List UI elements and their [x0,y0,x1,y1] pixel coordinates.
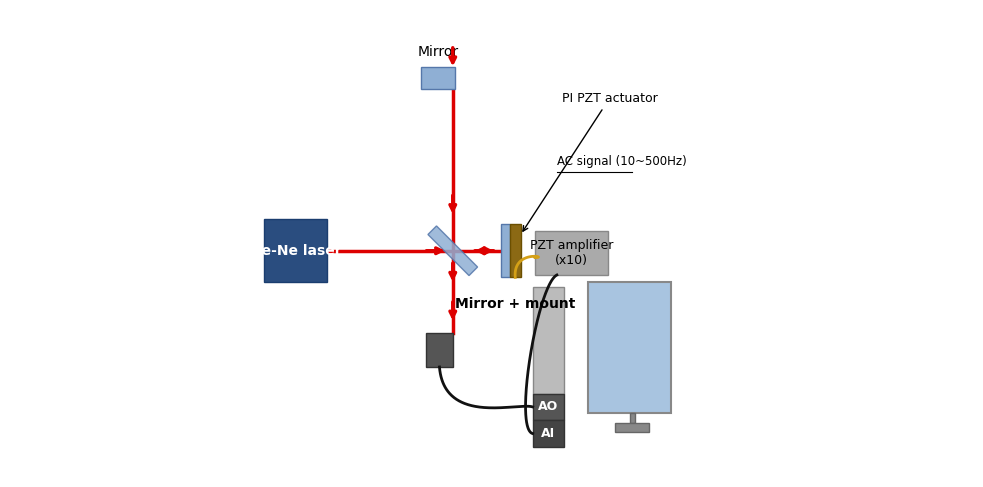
Text: AC signal (10~500Hz): AC signal (10~500Hz) [557,155,686,168]
Text: Mirror + mount: Mirror + mount [454,297,575,311]
Bar [422,67,455,89]
Bar [629,413,635,423]
Bar [426,333,453,367]
Bar [501,224,510,278]
Bar [535,231,607,275]
Bar [589,282,670,413]
Bar [533,420,564,447]
Bar [615,423,649,432]
Text: AI: AI [542,427,555,440]
Text: PI PZT actuator: PI PZT actuator [523,92,658,231]
Bar [510,224,521,278]
Bar [533,393,564,420]
Polygon shape [428,226,478,276]
Text: AO: AO [539,400,558,413]
Bar [263,219,327,282]
Bar [533,287,564,393]
Text: Mirror: Mirror [418,45,459,59]
Text: He-Ne laser: He-Ne laser [250,244,341,258]
Text: PZT amplifier
(x10): PZT amplifier (x10) [530,239,613,267]
